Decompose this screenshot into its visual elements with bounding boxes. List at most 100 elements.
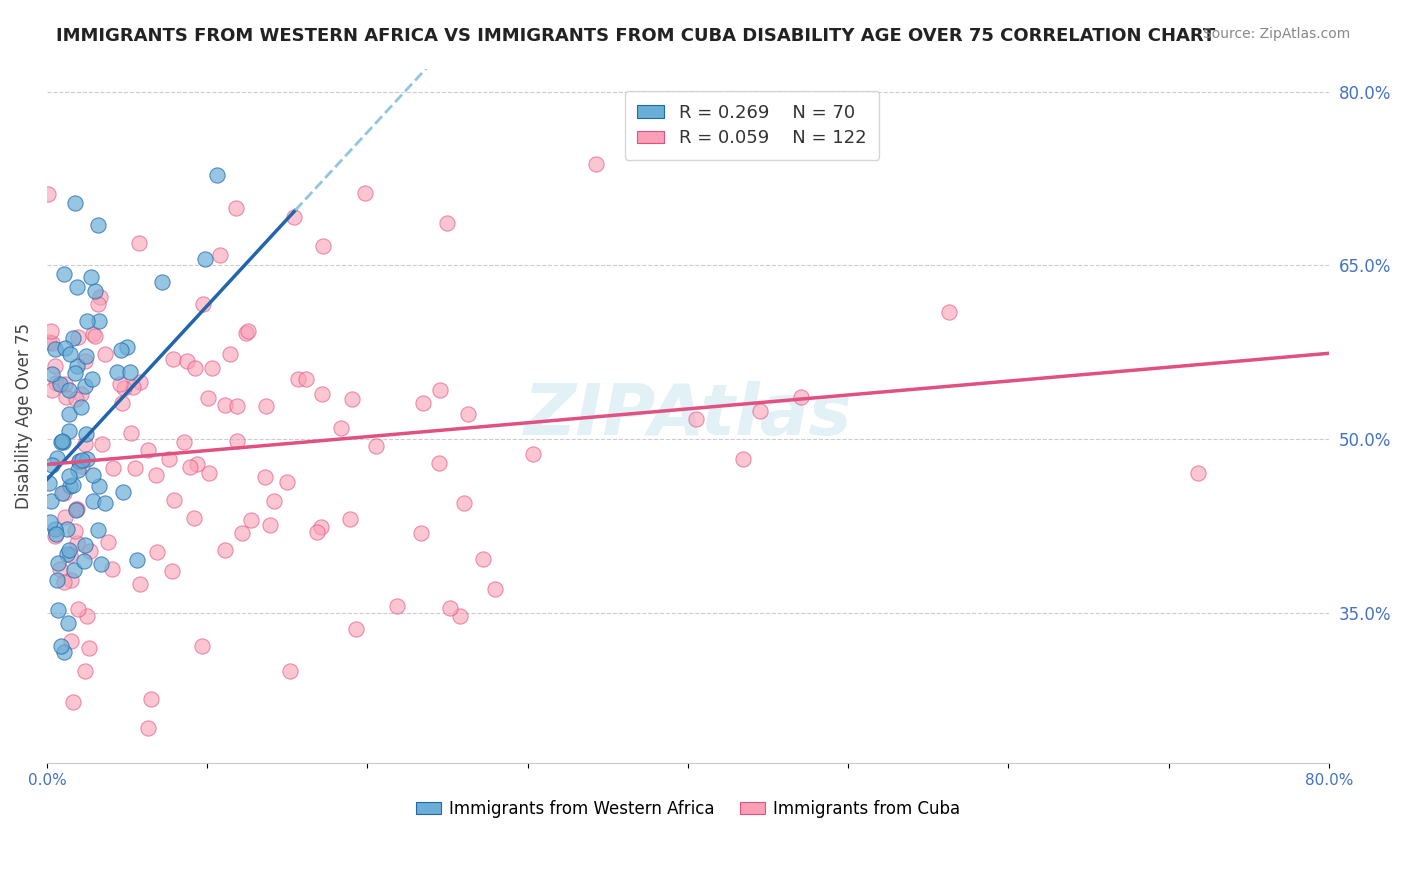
Immigrants from Cuba [214, 543, 236, 558]
Immigrants from Western Africa [41, 368, 63, 382]
Immigrants from Cuba [183, 511, 205, 525]
Immigrants from Cuba [129, 577, 152, 591]
Immigrants from Western Africa [49, 434, 72, 449]
Immigrants from Cuba [75, 665, 97, 679]
Immigrants from Western Africa [51, 434, 73, 449]
Immigrants from Cuba [94, 347, 117, 361]
Immigrants from Western Africa [75, 426, 97, 441]
Immigrants from Cuba [263, 494, 285, 508]
Immigrants from Cuba [176, 354, 198, 368]
Immigrants from Cuba [79, 544, 101, 558]
Immigrants from Western Africa [65, 367, 87, 381]
Immigrants from Western Africa [80, 269, 103, 284]
Immigrants from Cuba [184, 360, 207, 375]
Immigrants from Cuba [52, 575, 75, 590]
Immigrants from Cuba [67, 455, 90, 469]
Immigrants from Western Africa [66, 280, 89, 294]
Immigrants from Western Africa [73, 379, 96, 393]
Immigrants from Western Africa [87, 218, 110, 232]
Immigrants from Cuba [173, 435, 195, 450]
Immigrants from Cuba [44, 359, 66, 373]
Immigrants from Western Africa [90, 558, 112, 572]
Immigrants from Western Africa [205, 168, 228, 182]
Immigrants from Western Africa [58, 615, 80, 630]
Immigrants from Cuba [121, 380, 143, 394]
Immigrants from Cuba [938, 305, 960, 319]
Immigrants from Western Africa [48, 603, 70, 617]
Immigrants from Cuba [75, 353, 97, 368]
Immigrants from Western Africa [56, 547, 79, 561]
Immigrants from Western Africa [87, 478, 110, 492]
Immigrants from Cuba [111, 395, 134, 409]
Immigrants from Cuba [409, 526, 432, 541]
Immigrants from Cuba [179, 459, 201, 474]
Immigrants from Cuba [41, 335, 63, 350]
Immigrants from Western Africa [82, 493, 104, 508]
Immigrants from Cuba [685, 412, 707, 426]
Immigrants from Cuba [41, 384, 63, 398]
Immigrants from Cuba [305, 525, 328, 540]
Immigrants from Western Africa [67, 463, 90, 477]
Immigrants from Western Africa [117, 340, 139, 354]
Immigrants from Cuba [193, 297, 215, 311]
Immigrants from Cuba [70, 458, 93, 473]
Immigrants from Cuba [129, 375, 152, 389]
Immigrants from Cuba [427, 456, 450, 470]
Immigrants from Cuba [163, 492, 186, 507]
Immigrants from Cuba [449, 608, 471, 623]
Immigrants from Cuba [191, 639, 214, 653]
Text: ZIPAtlas: ZIPAtlas [523, 381, 852, 450]
Immigrants from Cuba [67, 330, 90, 344]
Immigrants from Cuba [124, 460, 146, 475]
Immigrants from Cuba [101, 460, 124, 475]
Immigrants from Western Africa [46, 573, 69, 587]
Text: IMMIGRANTS FROM WESTERN AFRICA VS IMMIGRANTS FROM CUBA DISABILITY AGE OVER 75 CO: IMMIGRANTS FROM WESTERN AFRICA VS IMMIGR… [56, 27, 1216, 45]
Immigrants from Cuba [340, 392, 363, 406]
Immigrants from Cuba [471, 552, 494, 566]
Immigrants from Western Africa [39, 515, 62, 529]
Immigrants from Cuba [201, 361, 224, 376]
Immigrants from Cuba [38, 335, 60, 350]
Immigrants from Cuba [39, 324, 62, 338]
Immigrants from Cuba [60, 634, 83, 648]
Immigrants from Cuba [790, 390, 813, 404]
Immigrants from Cuba [585, 156, 607, 170]
Immigrants from Cuba [412, 395, 434, 409]
Immigrants from Cuba [225, 201, 247, 215]
Immigrants from Western Africa [41, 458, 63, 473]
Immigrants from Cuba [66, 536, 89, 550]
Immigrants from Cuba [53, 376, 76, 391]
Immigrants from Western Africa [80, 372, 103, 386]
Immigrants from Cuba [235, 326, 257, 340]
Immigrants from Cuba [429, 384, 451, 398]
Immigrants from Cuba [66, 602, 89, 616]
Immigrants from Western Africa [51, 485, 73, 500]
Immigrants from Cuba [186, 457, 208, 471]
Immigrants from Cuba [128, 236, 150, 251]
Immigrants from Cuba [66, 501, 89, 516]
Immigrants from Western Africa [73, 553, 96, 567]
Immigrants from Western Africa [52, 645, 75, 659]
Immigrants from Cuba [276, 475, 298, 490]
Immigrants from Cuba [436, 216, 458, 230]
Immigrants from Western Africa [75, 349, 97, 363]
Immigrants from Cuba [330, 421, 353, 435]
Immigrants from Cuba [225, 434, 247, 449]
Immigrants from Western Africa [76, 314, 98, 328]
Immigrants from Western Africa [194, 252, 217, 266]
Immigrants from Cuba [62, 695, 84, 709]
Immigrants from Western Africa [38, 475, 60, 490]
Immigrants from Cuba [484, 582, 506, 597]
Immigrants from Western Africa [58, 468, 80, 483]
Immigrants from Cuba [453, 496, 475, 510]
Immigrants from Cuba [112, 381, 135, 395]
Y-axis label: Disability Age Over 75: Disability Age Over 75 [15, 323, 32, 508]
Immigrants from Western Africa [46, 557, 69, 571]
Immigrants from Cuba [287, 372, 309, 386]
Immigrants from Western Africa [62, 477, 84, 491]
Immigrants from Cuba [225, 399, 247, 413]
Immigrants from Cuba [73, 436, 96, 450]
Immigrants from Cuba [37, 186, 59, 201]
Immigrants from Western Africa [63, 564, 86, 578]
Immigrants from Western Africa [120, 365, 142, 379]
